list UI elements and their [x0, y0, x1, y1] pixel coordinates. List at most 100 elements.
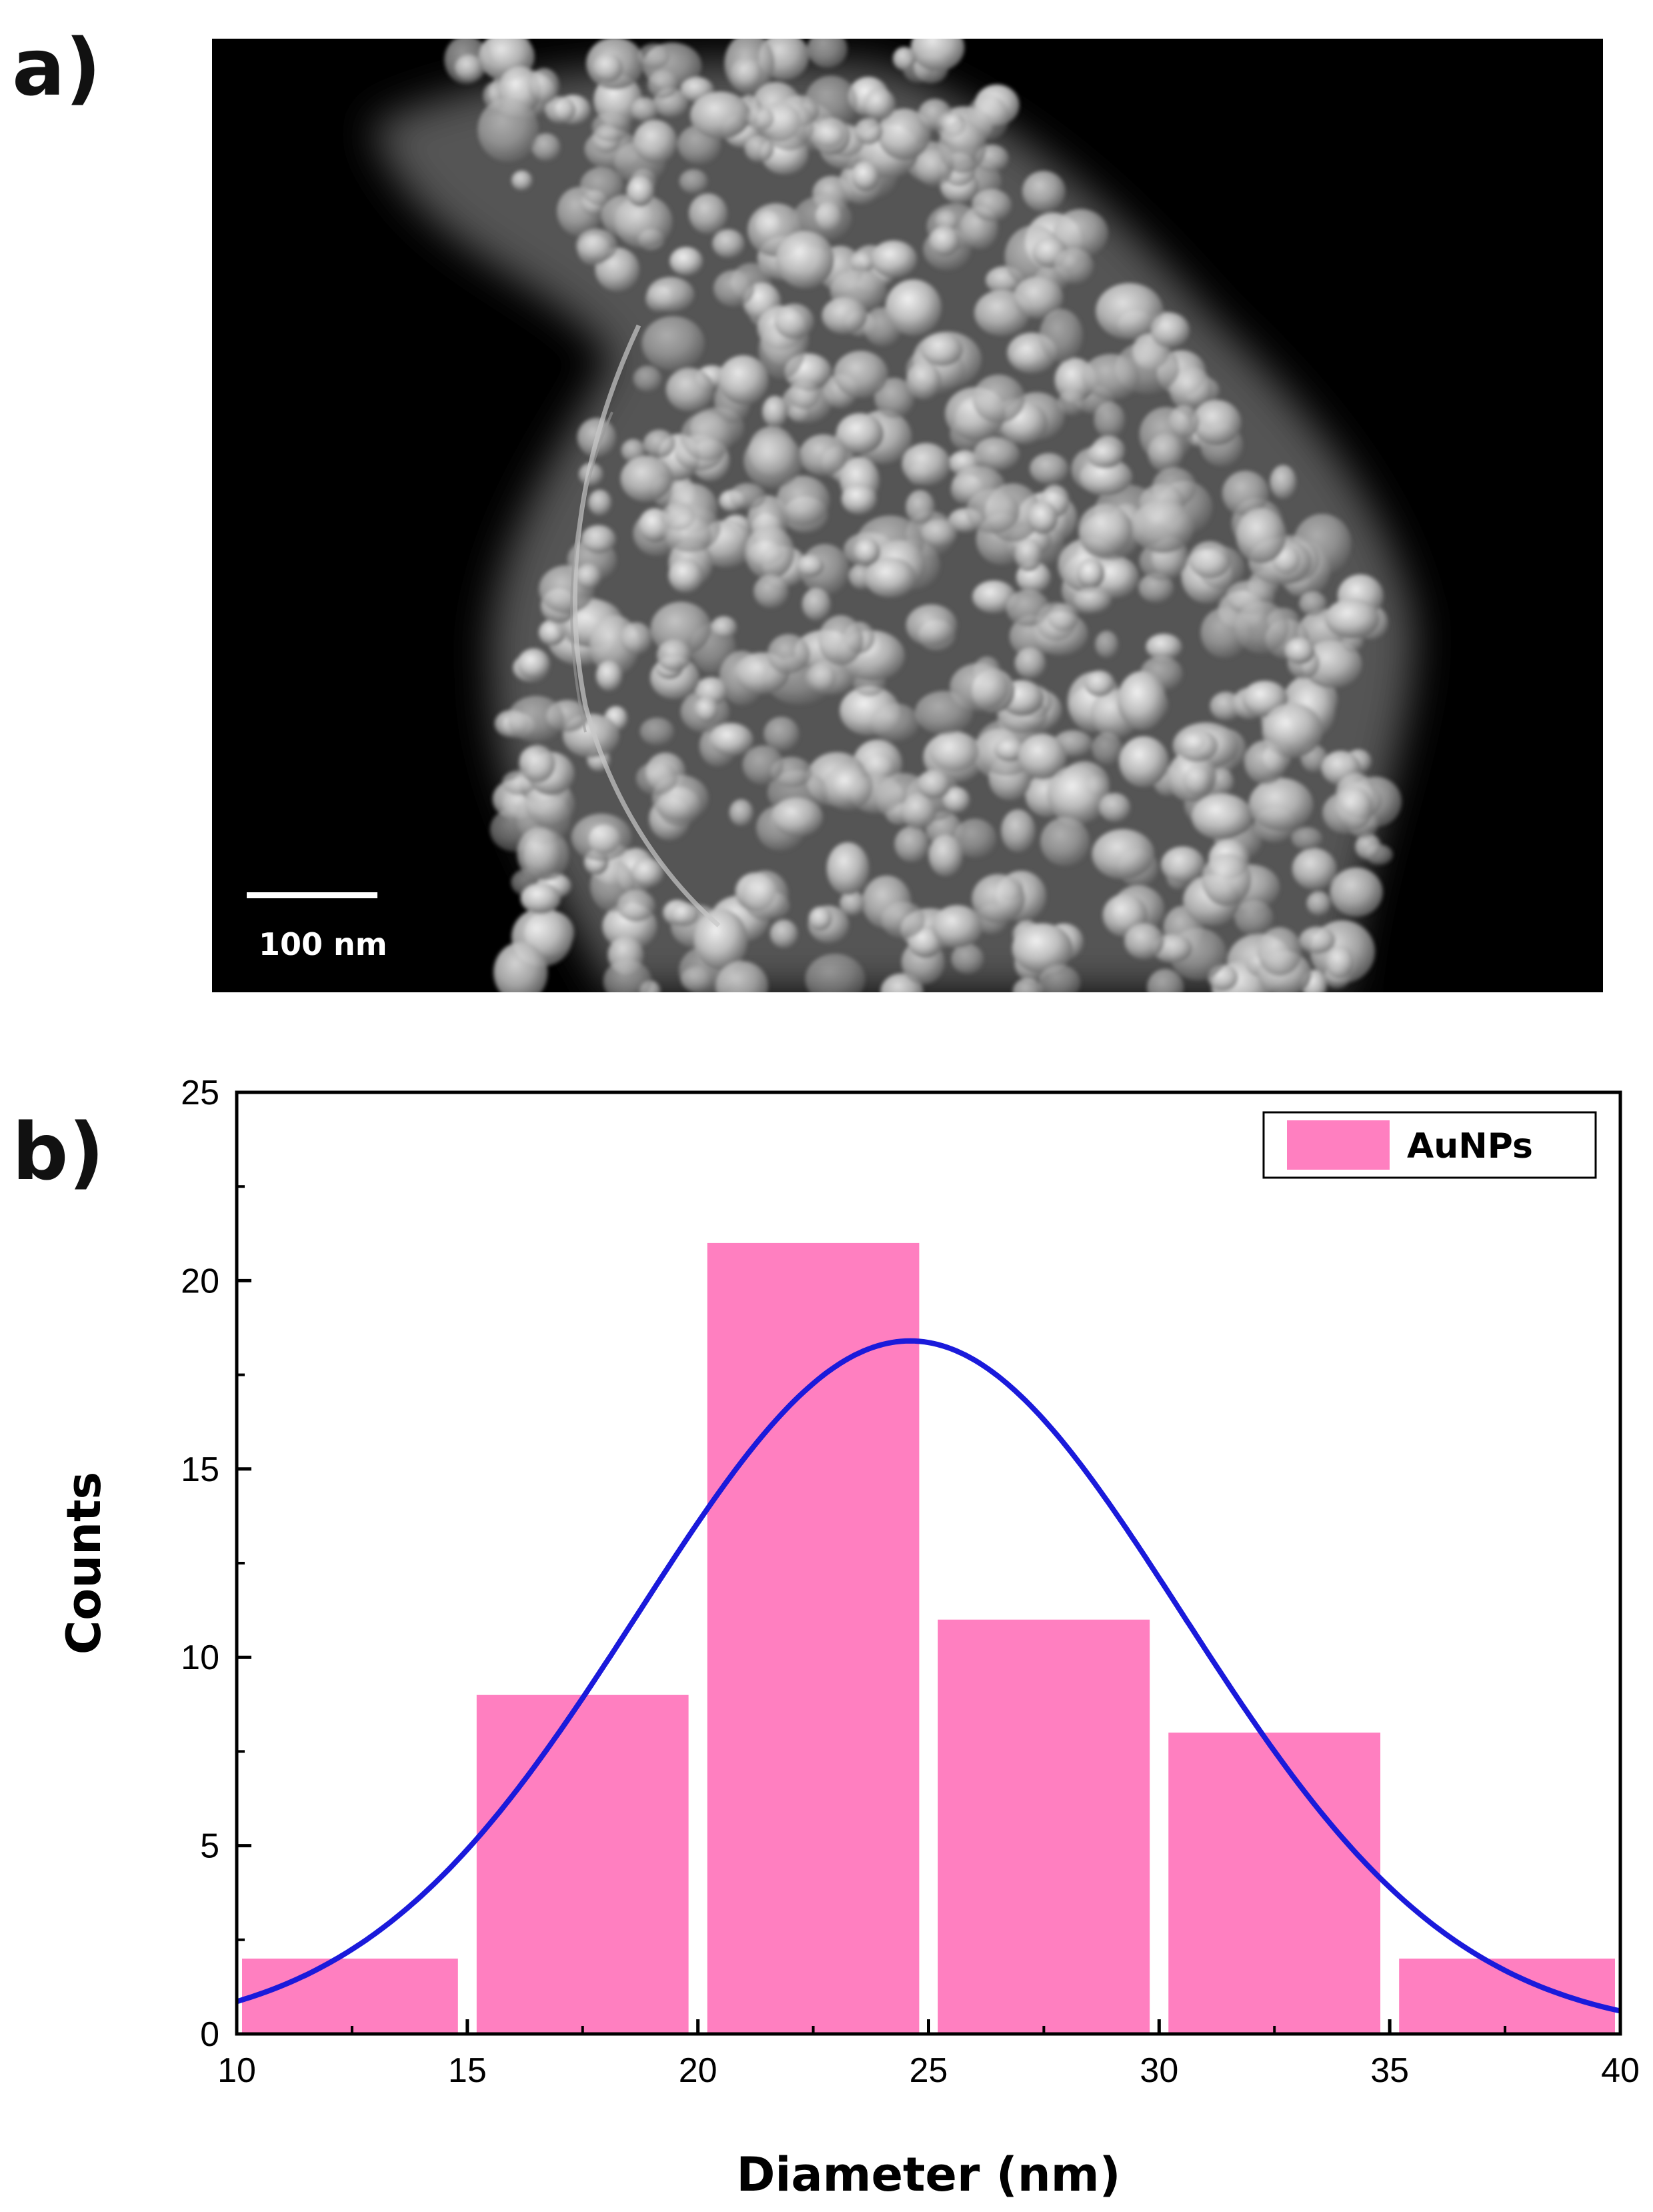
nanoparticle [669, 247, 703, 276]
nanoparticle [769, 920, 798, 948]
nanoparticle [1189, 541, 1232, 579]
nanoparticle [954, 818, 997, 858]
nanoparticle [864, 88, 896, 121]
nanoparticle [894, 826, 930, 862]
sem-sheet-edge-2 [570, 411, 613, 733]
nanoparticle [571, 813, 632, 862]
histogram-bar [707, 1242, 920, 2034]
histogram-bar [242, 1959, 458, 2034]
nanoparticle [917, 770, 951, 800]
nanoparticle [864, 558, 916, 598]
plot-frame [235, 1090, 1622, 2036]
nanoparticle [793, 195, 852, 241]
nanoparticle [588, 489, 612, 516]
nanoparticle [743, 433, 803, 489]
nanoparticle [874, 377, 915, 418]
nanoparticle [1074, 587, 1112, 614]
nanoparticle [1202, 853, 1252, 906]
nanoparticle [626, 175, 655, 207]
nanoparticle [668, 558, 703, 593]
nanoparticle [1355, 834, 1382, 860]
nanoparticle [906, 361, 942, 400]
panel-a-label: a) [12, 21, 101, 113]
nanoparticle [1150, 313, 1190, 348]
nanoparticle [788, 379, 820, 409]
nanoparticle [1018, 734, 1067, 780]
nanoparticle [741, 870, 789, 921]
nanoparticle [603, 960, 652, 992]
nanoparticle [1014, 276, 1064, 319]
legend-entry-aunps: AuNPs [1407, 1126, 1533, 1166]
nanoparticle [595, 660, 623, 692]
nanoparticle [633, 119, 677, 164]
nanoparticle [1325, 945, 1354, 979]
nanoparticle [812, 121, 845, 148]
nanoparticle [1183, 765, 1212, 796]
y-tick-label: 0 [200, 2015, 219, 2054]
x-axis-ticks: 10 15 20 25 30 35 40 [217, 2019, 1640, 2090]
nanoparticle [763, 716, 799, 752]
nanoparticle [1299, 592, 1327, 616]
nanoparticle [1080, 458, 1133, 496]
nanoparticle [660, 504, 721, 553]
nanoparticle [801, 588, 832, 621]
x-tick-label: 35 [1370, 2051, 1409, 2090]
nanoparticle [1146, 634, 1182, 660]
nanoparticle [807, 39, 848, 68]
nanoparticle [1169, 366, 1213, 411]
nanoparticle [1147, 968, 1184, 992]
nanoparticle [850, 251, 875, 273]
x-axis-label: Diameter (nm) [736, 2147, 1120, 2202]
nanoparticle [1001, 809, 1036, 853]
nanoparticle [633, 365, 662, 392]
nanoparticle [1092, 829, 1155, 880]
nanoparticle [641, 316, 705, 371]
nanoparticle [1161, 846, 1205, 883]
nanoparticle [854, 118, 883, 145]
nanoparticle [694, 696, 719, 723]
nanoparticle [744, 135, 774, 163]
nanoparticle [1040, 817, 1090, 866]
nanoparticle [730, 57, 763, 90]
histogram-bar [1168, 1733, 1381, 2034]
y-tick-label: 20 [181, 1262, 219, 1300]
nanoparticle [1236, 507, 1286, 564]
chart-legend: AuNPs [1262, 1111, 1597, 1179]
nanoparticle [1028, 501, 1058, 534]
x-tick-label: 30 [1140, 2051, 1178, 2090]
nanoparticle [767, 634, 810, 675]
nanoparticle [1284, 638, 1315, 665]
nanoparticle [851, 161, 880, 191]
nanoparticle [972, 374, 1026, 423]
nanoparticle [711, 616, 737, 640]
nanoparticle [639, 718, 675, 746]
nanoparticle [1118, 671, 1166, 730]
nanoparticle [579, 167, 624, 206]
nanoparticle [929, 730, 979, 772]
nanoparticle [729, 483, 766, 509]
nanoparticle [1270, 465, 1297, 499]
nanoparticle [617, 890, 655, 922]
histogram-bar [938, 1619, 1150, 2034]
x-tick-label: 40 [1601, 2051, 1640, 2090]
nanoparticle [910, 39, 965, 71]
nanoparticle [455, 54, 483, 81]
nanoparticle [709, 723, 753, 756]
nanoparticle [1302, 640, 1362, 688]
histogram-bars [242, 1242, 1615, 2034]
nanoparticle [1077, 558, 1105, 589]
nanoparticle [1168, 405, 1199, 439]
nanoparticle [581, 525, 616, 554]
nanoparticle [493, 942, 548, 992]
nanoparticle [921, 519, 958, 548]
x-tick-label: 10 [217, 2051, 256, 2090]
nanoparticle [994, 737, 1026, 762]
x-tick-label: 25 [910, 2051, 948, 2090]
nanoparticle [592, 53, 623, 83]
nanoparticle [1012, 923, 1073, 974]
nanoparticle [938, 120, 987, 173]
sem-micrograph: 100 nm [212, 39, 1603, 992]
nanoparticle-cluster [444, 39, 1402, 992]
nanoparticle [821, 297, 868, 335]
